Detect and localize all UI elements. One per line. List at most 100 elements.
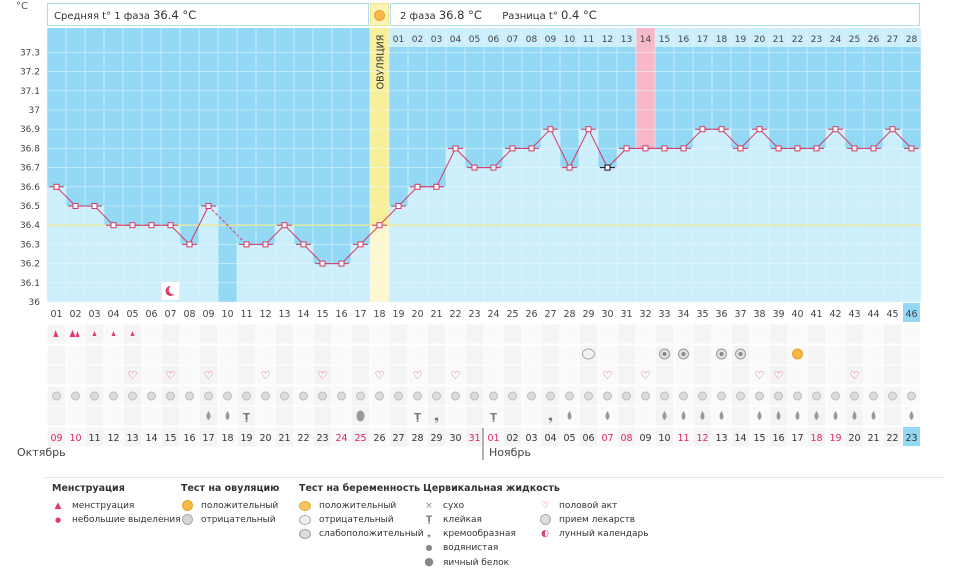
marker-cell — [388, 323, 409, 345]
legend: Менструация ▲ менструация ● небольшие выде… — [45, 477, 945, 586]
day-number: 43 — [848, 309, 860, 320]
intercourse-heart-icon: ♡ — [451, 369, 461, 382]
phase2-day-label: 25 — [849, 35, 860, 45]
medication-icon — [90, 391, 99, 401]
marker-cell — [179, 405, 200, 427]
fluid-watery-icon — [814, 411, 819, 420]
temperature-bar — [199, 206, 218, 302]
intercourse-heart-icon: ♡ — [204, 369, 214, 382]
marker-cell — [654, 364, 675, 386]
y-axis-unit-label: °C — [16, 1, 28, 12]
temperature-point — [509, 145, 516, 152]
month-label-november: Ноябрь — [489, 446, 531, 459]
current-day-cell — [903, 303, 920, 322]
menstruation-icon — [53, 330, 59, 337]
marker-cell — [616, 344, 637, 366]
marker-cell — [217, 364, 238, 386]
day-number: 25 — [506, 309, 518, 320]
marker-cell — [521, 323, 542, 345]
temperature-line-segment — [398, 186, 418, 207]
marker-cell — [274, 344, 295, 366]
medication-icon — [489, 391, 498, 401]
date-number: 22 — [297, 433, 309, 444]
marker-cell — [502, 364, 523, 386]
y-tick-label: 37.3 — [20, 48, 40, 58]
temperature-point — [433, 183, 440, 190]
phase2-day-label: 15 — [659, 35, 670, 45]
temperature-point — [414, 183, 421, 190]
legend-pregnancy-test: Тест на беременность положительный отриц… — [299, 483, 424, 541]
date-number: 05 — [563, 433, 575, 444]
medication-icon — [166, 391, 175, 401]
fluid-watery-icon — [757, 411, 762, 420]
marker-cell — [559, 344, 580, 366]
medication-icon — [318, 391, 327, 401]
marker-cell — [369, 323, 390, 345]
phase2-day-label: 05 — [469, 35, 480, 45]
day-number: 12 — [259, 309, 271, 320]
medication-icon — [660, 391, 669, 401]
month-label-october: Октябрь — [17, 446, 66, 459]
marker-cell — [863, 364, 884, 386]
fluid-watery-icon — [681, 411, 686, 420]
day-number: 17 — [354, 309, 366, 320]
phase2-day-label: 07 — [507, 35, 518, 45]
marker-cell — [331, 364, 352, 386]
y-tick-label: 37.2 — [20, 68, 40, 78]
legend-cervical-fluid-title: Цервикальная жидкость — [423, 483, 560, 494]
marker-cell — [806, 344, 827, 366]
phase2-label: 2 фаза — [400, 11, 436, 22]
marker-cell — [312, 405, 333, 427]
phase2-day-label: 01 — [393, 35, 404, 45]
marker-cell — [293, 344, 314, 366]
fluid-sticky-icon: Ţ — [490, 412, 497, 423]
intercourse-heart-icon: ♡ — [641, 369, 651, 382]
marker-cell — [331, 344, 352, 366]
temperature-line-segment — [455, 148, 475, 168]
temperature-line-segment — [56, 186, 76, 207]
marker-cell — [692, 364, 713, 386]
temperature-line-segment — [208, 205, 247, 245]
legend-cervical-item: водянистая — [443, 543, 499, 553]
marker-cell — [255, 405, 276, 427]
legend-cervical-item: кремообразная — [443, 529, 516, 539]
marker-cell — [730, 364, 751, 386]
temperature-point — [623, 145, 630, 152]
intercourse-heart-icon: ♡ — [540, 501, 550, 511]
date-number: 15 — [164, 433, 176, 444]
spotting-icon — [111, 331, 116, 336]
date-number: 10 — [69, 433, 81, 444]
legend-pregnancy-test-item: положительный — [319, 501, 397, 511]
date-number: 03 — [525, 433, 537, 444]
temperature-bar — [351, 244, 370, 302]
marker-cell — [825, 364, 846, 386]
medication-icon — [451, 391, 460, 401]
medication-icon — [888, 391, 897, 401]
marker-cell — [616, 364, 637, 386]
temperature-point — [680, 145, 687, 152]
day-number: 14 — [297, 309, 309, 320]
y-tick-label: 36.6 — [20, 183, 40, 193]
day-number: 04 — [107, 309, 119, 320]
marker-cell — [464, 364, 485, 386]
marker-cell — [350, 323, 371, 345]
marker-cell — [331, 323, 352, 345]
date-number: 28 — [411, 433, 423, 444]
marker-cell — [654, 323, 675, 345]
day-number: 39 — [772, 309, 784, 320]
intercourse-heart-icon: ♡ — [413, 369, 423, 382]
temperature-point — [110, 222, 117, 229]
legend-other-item: лунный календарь — [559, 529, 649, 539]
marker-cell — [502, 405, 523, 427]
date-number: 30 — [449, 433, 461, 444]
temperature-line-segment — [170, 224, 190, 245]
temperature-point — [699, 126, 706, 133]
y-tick-label: 36.1 — [20, 279, 40, 289]
day-number: 15 — [316, 309, 328, 320]
date-number: 29 — [430, 433, 442, 444]
medication-icon — [565, 391, 574, 401]
marker-cell — [483, 323, 504, 345]
marker-cell — [768, 323, 789, 345]
temperature-line-segment — [436, 148, 456, 188]
temperature-point — [243, 241, 250, 248]
